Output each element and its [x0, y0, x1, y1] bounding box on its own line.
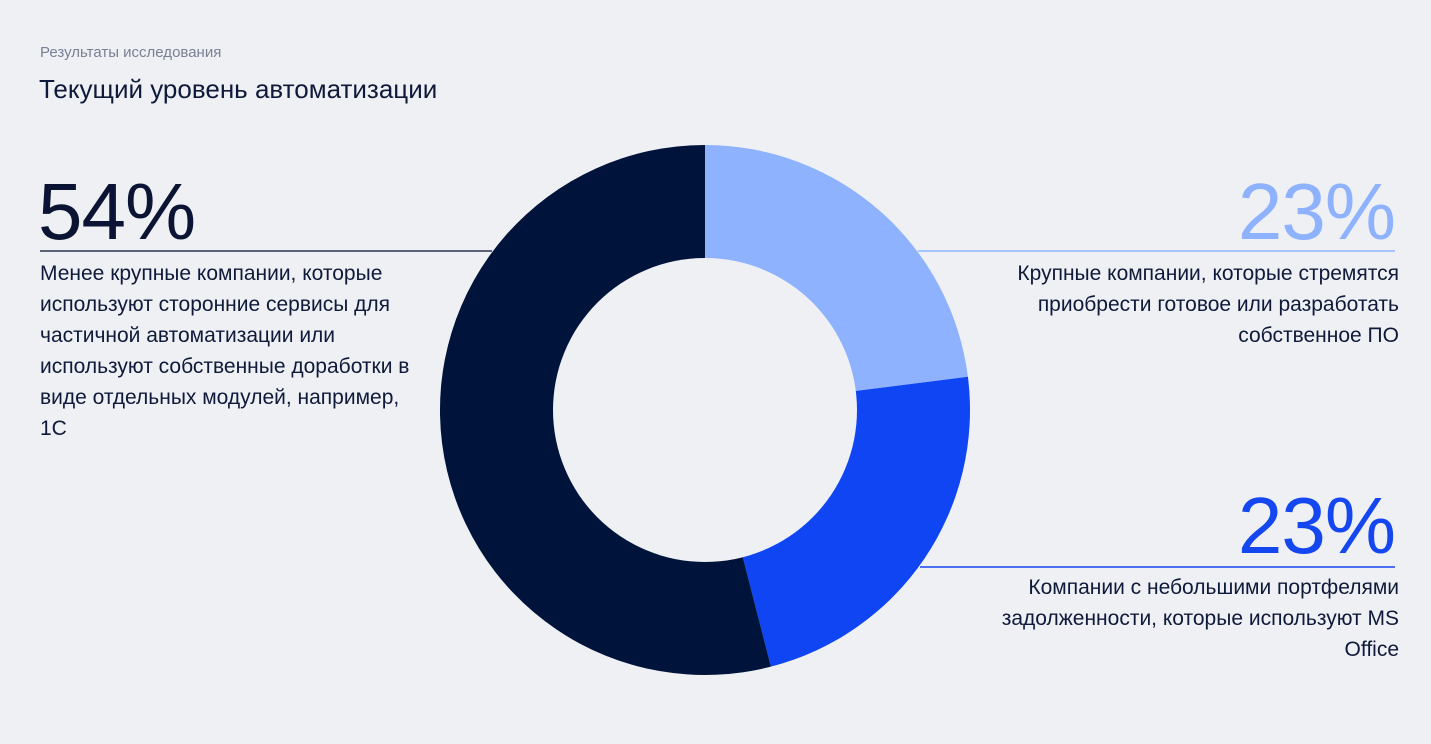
data-label-bright: 23% — [1237, 481, 1396, 570]
description-dark: Менее крупные компании, которые использу… — [40, 262, 410, 440]
page-title: Текущий уровень автоматизации — [39, 74, 438, 104]
data-label-dark: 54% — [38, 167, 196, 256]
eyebrow-label: Результаты исследования — [40, 44, 222, 61]
description-bright: Компании с небольшими портфелями задолже… — [1001, 576, 1399, 661]
donut-hole — [553, 258, 857, 562]
data-label-light: 23% — [1237, 167, 1396, 256]
description-light: Крупные компании, которые стремятся прио… — [1017, 262, 1399, 347]
